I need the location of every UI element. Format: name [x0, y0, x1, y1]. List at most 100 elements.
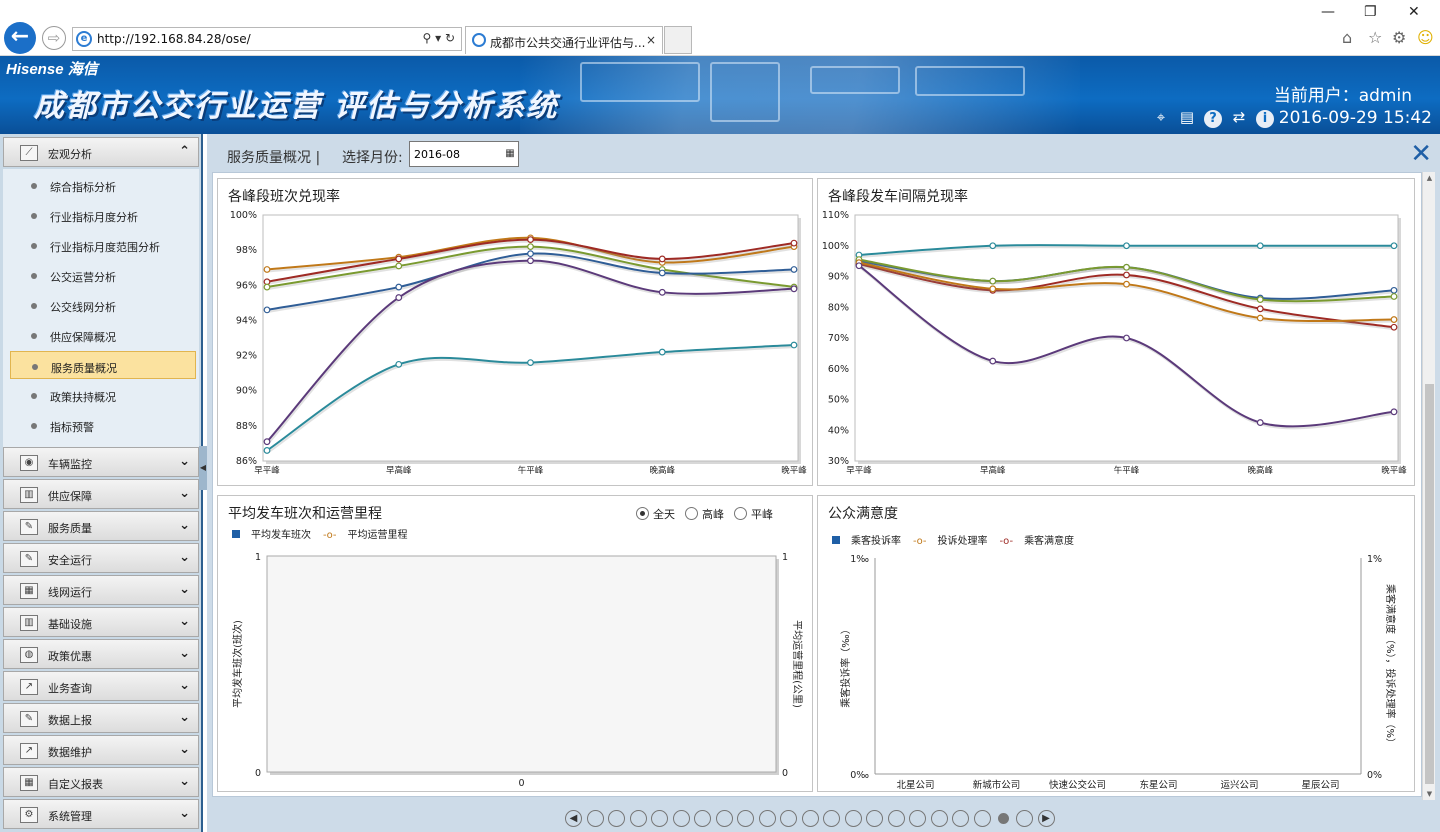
menu-2[interactable]: ▥ 供应保障 ⌄ [3, 479, 199, 509]
data-point[interactable] [1390, 323, 1398, 331]
data-point[interactable] [1256, 242, 1264, 250]
crop-icon[interactable]: ⌖ [1156, 108, 1166, 126]
data-point[interactable] [1390, 408, 1398, 416]
page-dot[interactable] [586, 810, 604, 827]
data-point[interactable] [1123, 271, 1130, 279]
vertical-scrollbar[interactable]: ▲ ▼ [1422, 172, 1435, 800]
address-bar[interactable]: e http://192.168.84.28/ose/ ⚲ ▾ ↻ [72, 27, 462, 51]
data-point[interactable] [263, 283, 271, 291]
keyboard-icon[interactable]: ▤ [1179, 108, 1195, 126]
data-point[interactable] [989, 242, 997, 250]
sidebar-collapse-handle[interactable]: ◀ [199, 446, 207, 490]
data-point[interactable] [1123, 242, 1130, 250]
data-point[interactable] [1256, 314, 1264, 322]
data-point[interactable] [395, 255, 403, 263]
radio-icon[interactable] [636, 507, 649, 520]
sidebar-item-7[interactable]: 政策扶持概况 [10, 381, 196, 409]
menu-5[interactable]: ▦ 线网运行 ⌄ [3, 575, 199, 605]
scroll-thumb[interactable] [1425, 384, 1434, 784]
menu-0[interactable]: ⟋ 宏观分析 ⌃ [3, 137, 199, 167]
page-dot[interactable] [608, 810, 625, 827]
data-point[interactable] [263, 447, 271, 454]
sidebar-item-1[interactable]: 行业指标月度分析 [10, 201, 196, 229]
data-point[interactable] [527, 243, 534, 251]
data-point[interactable] [855, 262, 863, 270]
radio-icon[interactable] [734, 507, 747, 520]
data-point[interactable] [395, 360, 403, 368]
data-point[interactable] [527, 359, 534, 367]
settings-icon[interactable]: ⚙ [1392, 28, 1407, 47]
data-point[interactable] [527, 250, 534, 258]
legend-entry[interactable]: -o- 投诉处理率 [913, 536, 994, 547]
browser-tab[interactable]: 成都市公共交通行业评估与... × [465, 26, 663, 54]
data-point[interactable] [1123, 334, 1130, 342]
radio-option-2[interactable]: 平峰 [734, 506, 773, 522]
home-icon[interactable]: ⌂ [1342, 28, 1353, 47]
data-point[interactable] [989, 285, 997, 293]
data-point[interactable] [1123, 280, 1130, 288]
scroll-up-icon[interactable]: ▲ [1426, 174, 1433, 182]
menu-3[interactable]: ✎ 服务质量 ⌄ [3, 511, 199, 541]
page-dot[interactable] [973, 810, 991, 827]
smiley-icon[interactable]: ☺ [1417, 28, 1434, 47]
page-dot[interactable] [909, 810, 926, 827]
maximize-icon[interactable]: ❐ [1364, 4, 1377, 20]
page-dot[interactable] [629, 810, 647, 827]
radio-option-1[interactable]: 高峰 [685, 506, 724, 522]
sidebar-item-2[interactable]: 行业指标月度范围分析 [10, 231, 196, 259]
data-point[interactable] [989, 357, 997, 365]
page-dot[interactable] [780, 810, 797, 827]
month-input[interactable] [410, 142, 504, 166]
data-point[interactable] [1390, 316, 1398, 323]
resize-icon[interactable]: ⇄ [1232, 108, 1246, 126]
page-dot[interactable] [737, 810, 754, 827]
tab-close-icon[interactable]: × [645, 33, 656, 47]
data-point[interactable] [1256, 305, 1264, 313]
data-point[interactable] [527, 257, 534, 265]
page-dot[interactable] [844, 810, 862, 827]
data-point[interactable] [790, 341, 798, 349]
menu-10[interactable]: ↗ 数据维护 ⌄ [3, 735, 199, 765]
radio-icon[interactable] [685, 507, 698, 520]
menu-7[interactable]: ◍ 政策优惠 ⌄ [3, 639, 199, 669]
menu-1[interactable]: ◉ 车辆监控 ⌄ [3, 447, 199, 477]
legend-entry[interactable]: 乘客投诉率 [832, 536, 907, 547]
url-text[interactable]: http://192.168.84.28/ose/ [97, 32, 251, 46]
menu-8[interactable]: ↗ 业务查询 ⌄ [3, 671, 199, 701]
page-dot[interactable] [998, 813, 1009, 824]
data-point[interactable] [989, 277, 997, 285]
data-point[interactable] [658, 269, 666, 277]
page-dot[interactable] [801, 810, 819, 827]
menu-4[interactable]: ✎ 安全运行 ⌄ [3, 543, 199, 573]
data-point[interactable] [1256, 419, 1264, 426]
page-dot[interactable] [672, 810, 690, 827]
page-dot[interactable] [715, 810, 733, 827]
data-point[interactable] [1123, 263, 1130, 271]
data-point[interactable] [1256, 296, 1264, 303]
sidebar-item-4[interactable]: 公交线网分析 [10, 291, 196, 319]
page-dot[interactable] [758, 810, 776, 827]
legend-entry[interactable]: 平均发车班次 [232, 530, 317, 541]
page-dot[interactable] [866, 810, 883, 827]
data-point[interactable] [658, 348, 666, 356]
search-refresh-icon[interactable]: ⚲ ▾ ↻ [422, 31, 456, 45]
data-point[interactable] [658, 288, 666, 296]
data-point[interactable] [790, 285, 798, 293]
page-dot[interactable] [651, 810, 668, 827]
sidebar-item-8[interactable]: 指标预警 [10, 411, 196, 439]
new-tab-button[interactable] [664, 26, 692, 54]
data-point[interactable] [1390, 286, 1398, 294]
menu-9[interactable]: ✎ 数据上报 ⌄ [3, 703, 199, 733]
page-dot[interactable] [1016, 810, 1033, 827]
data-point[interactable] [1390, 293, 1398, 300]
next-page-icon[interactable]: ▶ [1037, 810, 1055, 827]
radio-option-0[interactable]: 全天 [636, 506, 675, 522]
data-point[interactable] [395, 294, 403, 301]
sidebar-item-6[interactable]: 服务质量概况 [10, 351, 196, 379]
month-picker[interactable]: ▦ [409, 141, 519, 167]
legend-entry[interactable]: -o- 平均运营里程 [323, 530, 414, 541]
info-icon[interactable]: i [1256, 110, 1274, 128]
data-point[interactable] [395, 262, 403, 270]
data-point[interactable] [658, 255, 666, 263]
legend-entry[interactable]: -o- 乘客满意度 [1000, 536, 1081, 547]
